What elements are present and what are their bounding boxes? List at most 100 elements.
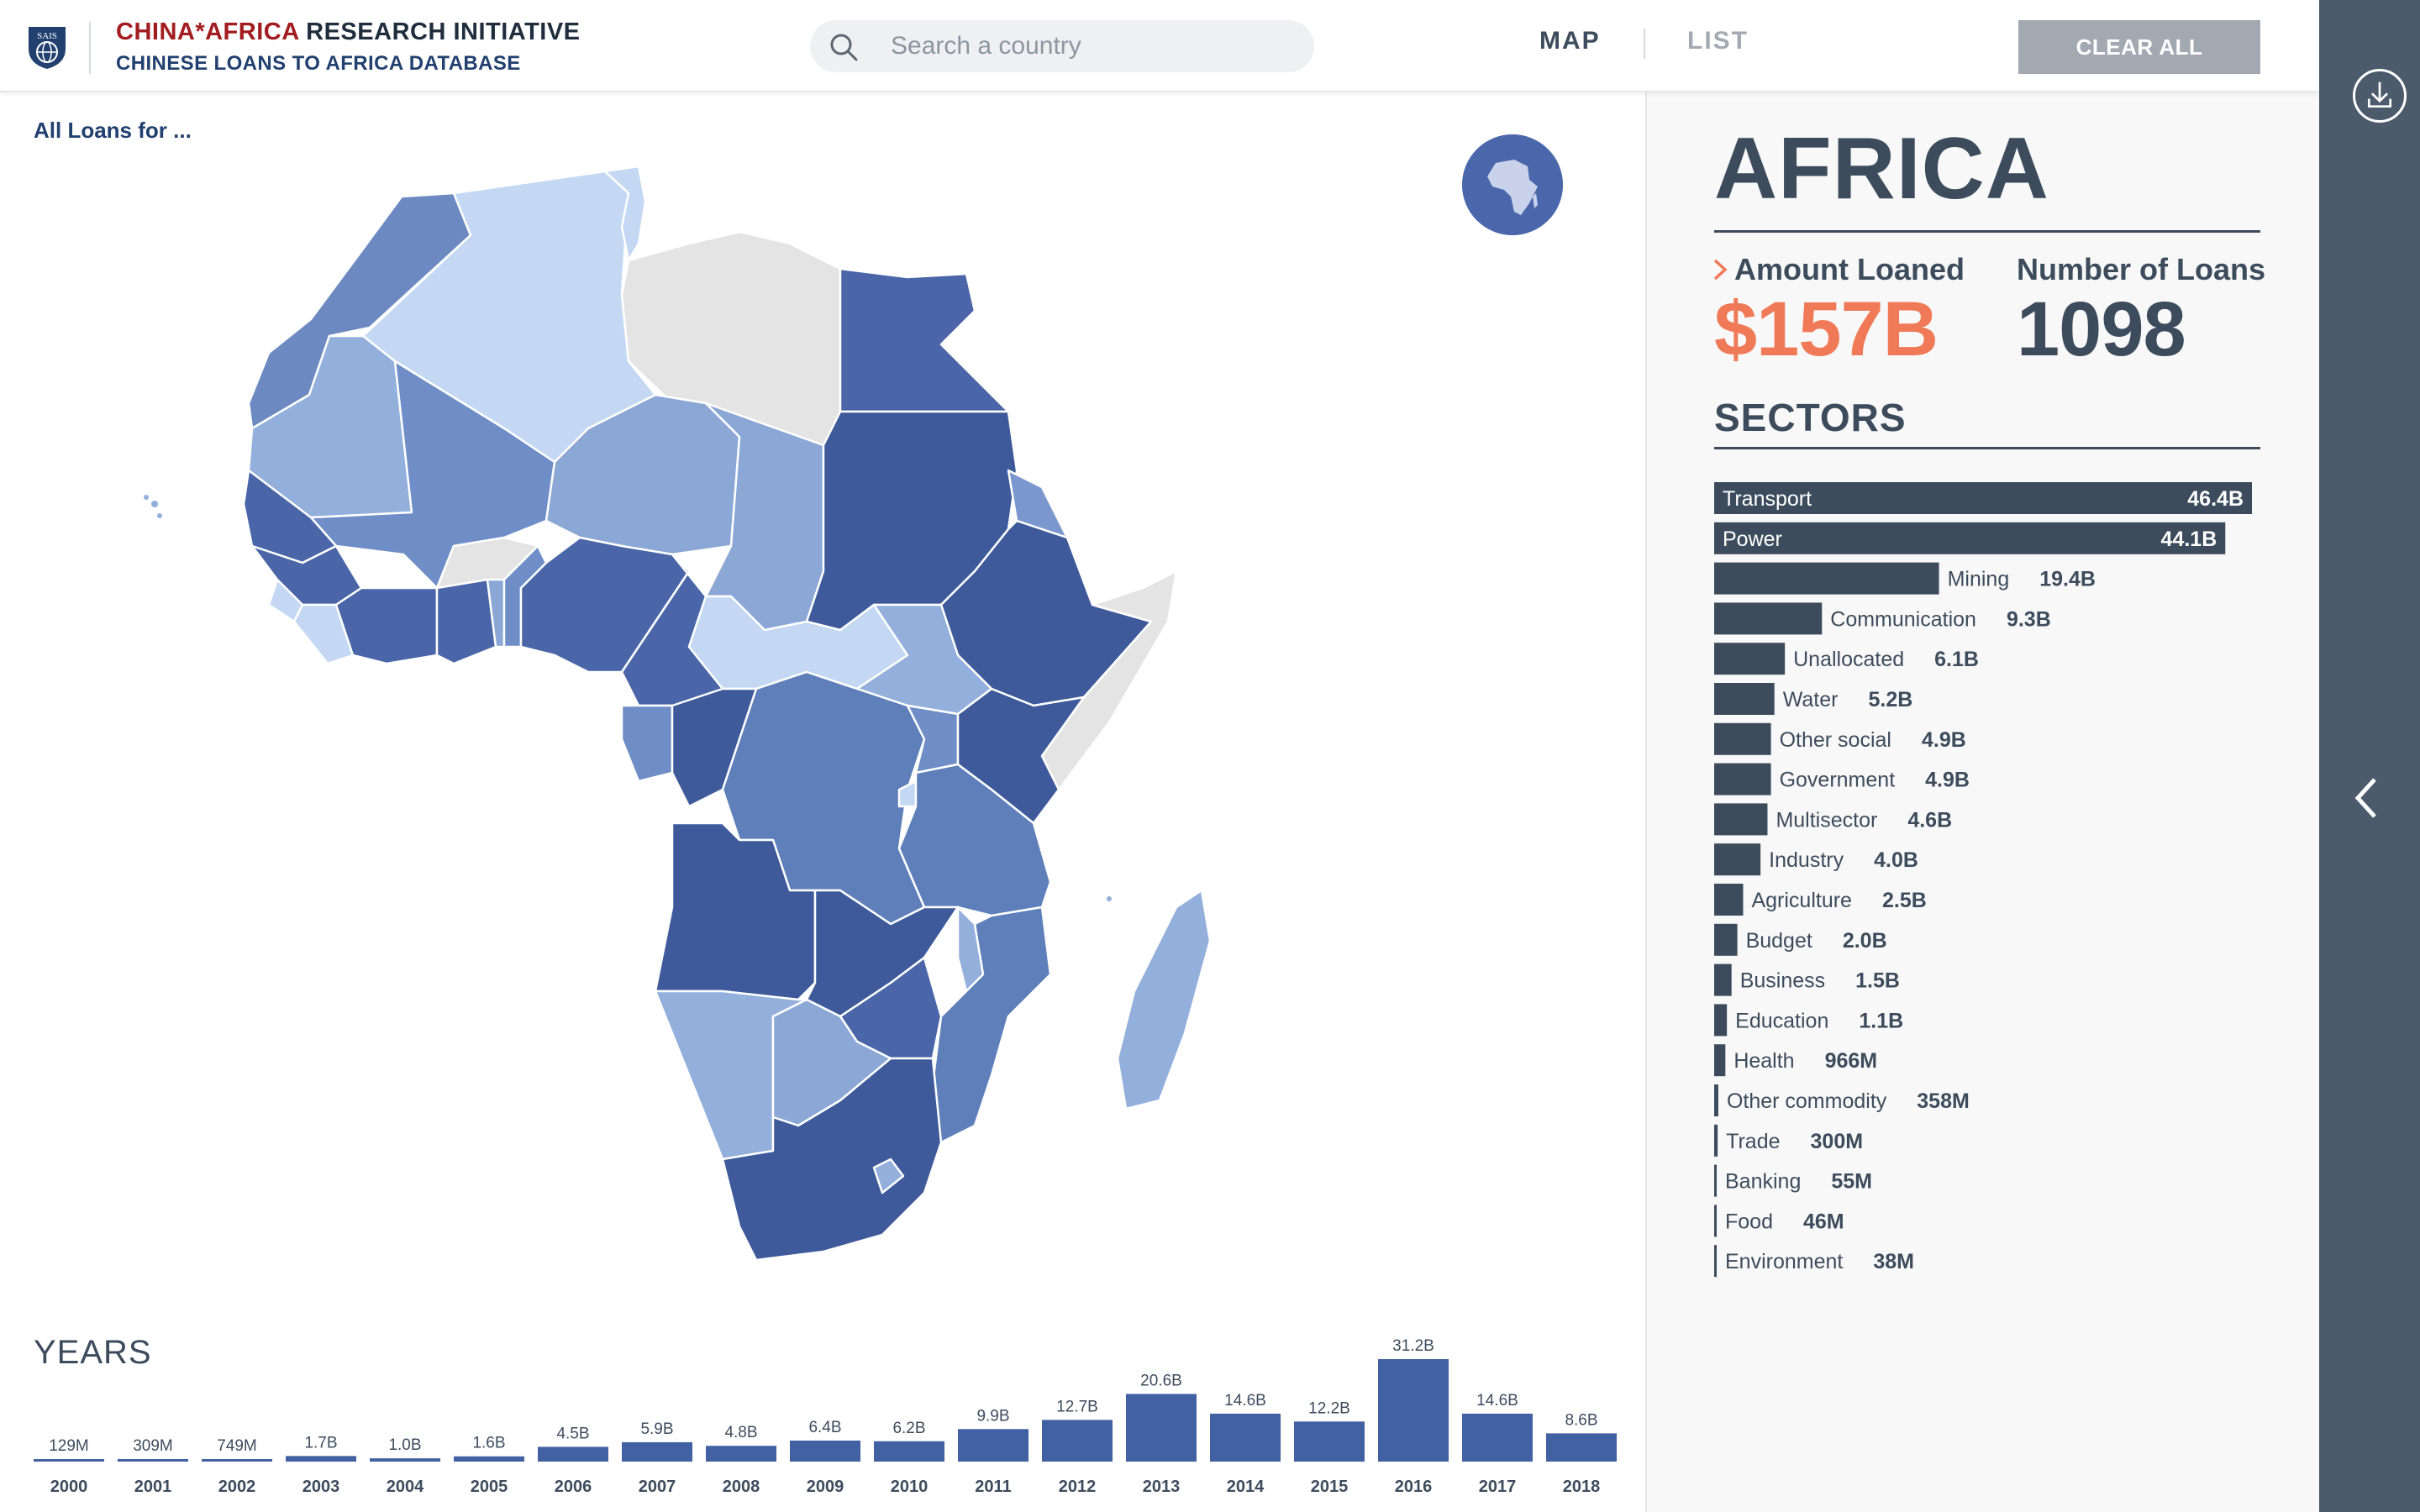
tab-list[interactable]: LIST xyxy=(1687,27,1749,55)
year-bar[interactable] xyxy=(874,1441,944,1462)
year-bar[interactable] xyxy=(286,1456,356,1462)
globe-icon[interactable] xyxy=(1462,134,1563,235)
year-bar[interactable] xyxy=(1462,1413,1533,1462)
year-bar[interactable] xyxy=(958,1429,1028,1462)
map-country-tunisia[interactable] xyxy=(603,165,647,262)
year-column-2018[interactable]: 8.6B 2018 xyxy=(1546,1411,1617,1496)
sector-row-budget[interactable]: Budget 2.0B xyxy=(1714,923,1887,956)
sais-logo[interactable]: SAIS xyxy=(25,24,69,71)
download-icon[interactable] xyxy=(2353,69,2407,123)
year-bar[interactable] xyxy=(790,1440,860,1462)
year-bar[interactable] xyxy=(1378,1359,1449,1462)
map-country-mozambique[interactable] xyxy=(931,906,1052,1144)
year-column-2013[interactable]: 20.6B 2013 xyxy=(1126,1372,1197,1496)
sector-row-multisector[interactable]: Multisector 4.6B xyxy=(1714,803,1952,836)
sector-row-mining[interactable]: Mining 19.4B xyxy=(1714,562,2096,595)
chevron-left-icon[interactable] xyxy=(2349,773,2383,823)
year-bar[interactable] xyxy=(1210,1413,1281,1462)
sector-row-business[interactable]: Business 1.5B xyxy=(1714,963,1900,996)
sector-bar[interactable] xyxy=(1714,683,1775,715)
year-bar[interactable] xyxy=(538,1446,608,1462)
year-bar[interactable] xyxy=(118,1459,188,1462)
sector-bar[interactable] xyxy=(1714,602,1823,635)
year-column-2015[interactable]: 12.2B 2015 xyxy=(1294,1399,1365,1496)
year-bar[interactable] xyxy=(1126,1394,1197,1462)
year-column-2006[interactable]: 4.5B 2006 xyxy=(538,1425,608,1496)
year-column-2010[interactable]: 6.2B 2010 xyxy=(874,1420,944,1496)
year-bar[interactable] xyxy=(370,1458,440,1462)
year-column-2004[interactable]: 1.0B 2004 xyxy=(370,1436,440,1496)
sector-bar[interactable] xyxy=(1714,562,1939,595)
sector-row-communication[interactable]: Communication 9.3B xyxy=(1714,602,2051,635)
year-column-2003[interactable]: 1.7B 2003 xyxy=(286,1434,356,1496)
year-column-2012[interactable]: 12.7B 2012 xyxy=(1042,1398,1113,1496)
year-bar[interactable] xyxy=(454,1456,524,1462)
year-bar[interactable] xyxy=(202,1459,272,1462)
sector-row-trade[interactable]: Trade 300M xyxy=(1714,1124,1863,1157)
sector-row-transport[interactable]: Transport 46.4B xyxy=(1714,482,2252,514)
sector-row-industry[interactable]: Industry 4.0B xyxy=(1714,843,1918,876)
map-country-south-africa[interactable] xyxy=(721,1057,943,1262)
sector-bar[interactable] xyxy=(1714,803,1768,836)
sector-bar[interactable] xyxy=(1714,1164,1717,1197)
number-of-loans-label[interactable]: Number of Loans xyxy=(2017,252,2266,286)
year-column-2000[interactable]: 129M 2000 xyxy=(34,1437,104,1496)
year-column-2011[interactable]: 9.9B 2011 xyxy=(958,1407,1028,1496)
sector-row-government[interactable]: Government 4.9B xyxy=(1714,763,1970,795)
map-country-comoros[interactable] xyxy=(1107,896,1112,901)
year-column-2016[interactable]: 31.2B 2016 xyxy=(1378,1337,1449,1496)
sector-bar[interactable] xyxy=(1714,1044,1726,1077)
year-column-2007[interactable]: 5.9B 2007 xyxy=(622,1420,692,1496)
map-country-cote-divoire[interactable] xyxy=(334,586,439,665)
sector-bar[interactable] xyxy=(1714,843,1761,876)
map-country-cape-verde[interactable] xyxy=(151,501,158,507)
year-bar[interactable] xyxy=(1042,1420,1113,1462)
africa-map[interactable] xyxy=(84,151,1260,1277)
year-bar[interactable] xyxy=(1546,1433,1617,1462)
chevron-right-icon[interactable] xyxy=(1711,257,1729,282)
sector-row-banking[interactable]: Banking 55M xyxy=(1714,1164,1872,1197)
sector-bar[interactable] xyxy=(1714,884,1744,916)
year-bar[interactable] xyxy=(622,1441,692,1462)
sector-bar[interactable] xyxy=(1714,763,1771,795)
sector-row-other-social[interactable]: Other social 4.9B xyxy=(1714,722,1966,755)
sector-bar[interactable] xyxy=(1714,522,2226,554)
sector-row-water[interactable]: Water 5.2B xyxy=(1714,683,1912,715)
sector-bar[interactable] xyxy=(1714,1084,1718,1116)
sector-bar[interactable] xyxy=(1714,1205,1717,1237)
sector-row-food[interactable]: Food 46M xyxy=(1714,1205,1844,1237)
sector-bar[interactable] xyxy=(1714,1004,1728,1037)
map-country-ghana[interactable] xyxy=(435,578,497,665)
year-column-2017[interactable]: 14.6B 2017 xyxy=(1462,1392,1533,1496)
clear-all-button[interactable]: CLEAR ALL xyxy=(2018,20,2260,74)
brand-title[interactable]: CHINA*AFRICA RESEARCH INITIATIVE xyxy=(116,18,581,46)
search-input[interactable] xyxy=(891,20,1294,72)
map-country-egypt[interactable] xyxy=(839,267,1010,413)
map-country-gabon[interactable] xyxy=(620,704,674,783)
tab-map[interactable]: MAP xyxy=(1539,27,1601,55)
sector-row-other-commodity[interactable]: Other commodity 358M xyxy=(1714,1084,1970,1116)
sector-bar[interactable] xyxy=(1714,722,1771,755)
amount-loaned-label[interactable]: Amount Loaned xyxy=(1734,252,1965,286)
sector-bar[interactable] xyxy=(1714,1245,1717,1278)
year-column-2001[interactable]: 309M 2001 xyxy=(118,1437,188,1496)
sector-bar[interactable] xyxy=(1714,963,1732,996)
sector-row-power[interactable]: Power 44.1B xyxy=(1714,522,2226,554)
sector-bar[interactable] xyxy=(1714,923,1738,956)
search-box[interactable] xyxy=(810,20,1314,72)
map-country-lesotho[interactable] xyxy=(872,1158,905,1194)
year-bar[interactable] xyxy=(34,1459,104,1462)
sector-row-agriculture[interactable]: Agriculture 2.5B xyxy=(1714,884,1927,916)
sector-bar[interactable] xyxy=(1714,643,1786,675)
year-column-2002[interactable]: 749M 2002 xyxy=(202,1437,272,1496)
sector-row-health[interactable]: Health 966M xyxy=(1714,1044,1877,1077)
year-bar[interactable] xyxy=(1294,1421,1365,1462)
map-country-madagascar[interactable] xyxy=(1116,889,1212,1110)
year-column-2008[interactable]: 4.8B 2008 xyxy=(706,1424,776,1496)
sector-bar[interactable] xyxy=(1714,482,2252,514)
sector-row-unallocated[interactable]: Unallocated 6.1B xyxy=(1714,643,1979,675)
year-column-2009[interactable]: 6.4B 2009 xyxy=(790,1419,860,1496)
map-country-somalia[interactable] xyxy=(1040,570,1178,791)
year-column-2014[interactable]: 14.6B 2014 xyxy=(1210,1392,1281,1496)
sector-row-education[interactable]: Education 1.1B xyxy=(1714,1004,1903,1037)
